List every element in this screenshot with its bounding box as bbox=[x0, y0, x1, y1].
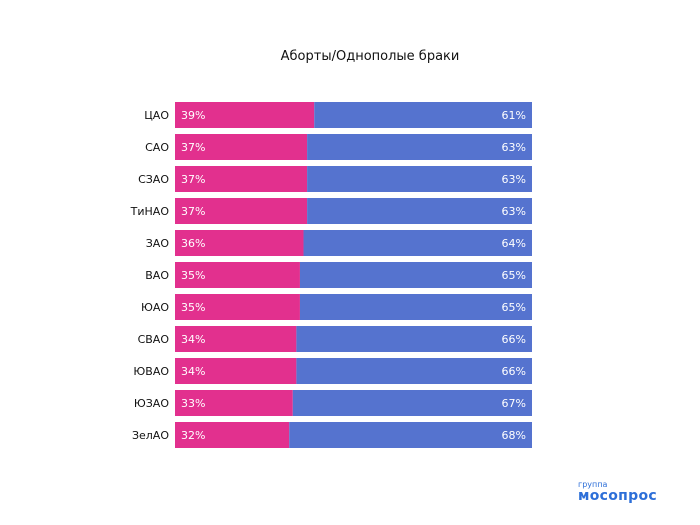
category-label: ЗелАО bbox=[132, 429, 169, 442]
bar-segment-2 bbox=[296, 358, 532, 384]
category-label: ЮЗАО bbox=[134, 397, 169, 410]
logo-top-text: группа bbox=[578, 480, 608, 489]
category-label: ЮВАО bbox=[133, 365, 169, 378]
data-label: 63% bbox=[502, 173, 526, 186]
data-label: 64% bbox=[502, 237, 526, 250]
bar-segment-1 bbox=[175, 198, 308, 224]
bar-segment-2 bbox=[307, 134, 532, 160]
data-label: 67% bbox=[502, 397, 526, 410]
data-label: 66% bbox=[502, 365, 526, 378]
bar-segment-2 bbox=[299, 294, 532, 320]
category-label: ЦАО bbox=[144, 109, 169, 122]
data-label: 34% bbox=[181, 333, 205, 346]
bar-segment-1 bbox=[175, 102, 315, 128]
bar-segment-2 bbox=[307, 198, 532, 224]
data-label: 65% bbox=[502, 269, 526, 282]
bar-segment-1 bbox=[175, 422, 290, 448]
bar-segment-1 bbox=[175, 134, 308, 160]
category-label: ЗАО bbox=[146, 237, 170, 250]
bar-segment-2 bbox=[289, 422, 532, 448]
category-label: ТиНАО bbox=[130, 205, 170, 218]
data-label: 66% bbox=[502, 333, 526, 346]
bar-segment-1 bbox=[175, 262, 300, 288]
data-label: 35% bbox=[181, 301, 205, 314]
category-label: СЗАО bbox=[138, 173, 169, 186]
bar-segment-2 bbox=[292, 390, 532, 416]
bar-segment-1 bbox=[175, 390, 293, 416]
mosopros-logo: группа мосопрос bbox=[578, 480, 657, 504]
bar-segment-1 bbox=[175, 230, 304, 256]
bar-segment-2 bbox=[307, 166, 532, 192]
bar-segment-1 bbox=[175, 166, 308, 192]
data-label: 65% bbox=[502, 301, 526, 314]
data-label: 37% bbox=[181, 141, 205, 154]
data-label: 36% bbox=[181, 237, 205, 250]
bar-segment-1 bbox=[175, 358, 297, 384]
category-label: ЮАО bbox=[141, 301, 169, 314]
bar-segment-1 bbox=[175, 326, 297, 352]
data-label: 37% bbox=[181, 205, 205, 218]
data-label: 63% bbox=[502, 141, 526, 154]
data-label: 32% bbox=[181, 429, 205, 442]
data-label: 68% bbox=[502, 429, 526, 442]
bars-group: ЦАО 39% 61% САО 37% 63% СЗАО 37% 63% ТиНАО 37% 63% З… bbox=[130, 102, 532, 448]
data-label: 63% bbox=[502, 205, 526, 218]
bar-segment-2 bbox=[296, 326, 532, 352]
data-label: 37% bbox=[181, 173, 205, 186]
logo-main-text: мосопрос bbox=[578, 488, 657, 504]
data-label: 33% bbox=[181, 397, 205, 410]
bar-segment-2 bbox=[314, 102, 532, 128]
category-label: САО bbox=[145, 141, 169, 154]
bar-segment-2 bbox=[303, 230, 532, 256]
bar-segment-2 bbox=[299, 262, 532, 288]
data-label: 34% bbox=[181, 365, 205, 378]
data-label: 61% bbox=[502, 109, 526, 122]
category-label: ВАО bbox=[145, 269, 169, 282]
category-label: СВАО bbox=[138, 333, 170, 346]
bar-segment-1 bbox=[175, 294, 300, 320]
chart-title: Аборты/Однополые браки bbox=[281, 49, 460, 64]
data-label: 39% bbox=[181, 109, 205, 122]
data-label: 35% bbox=[181, 269, 205, 282]
